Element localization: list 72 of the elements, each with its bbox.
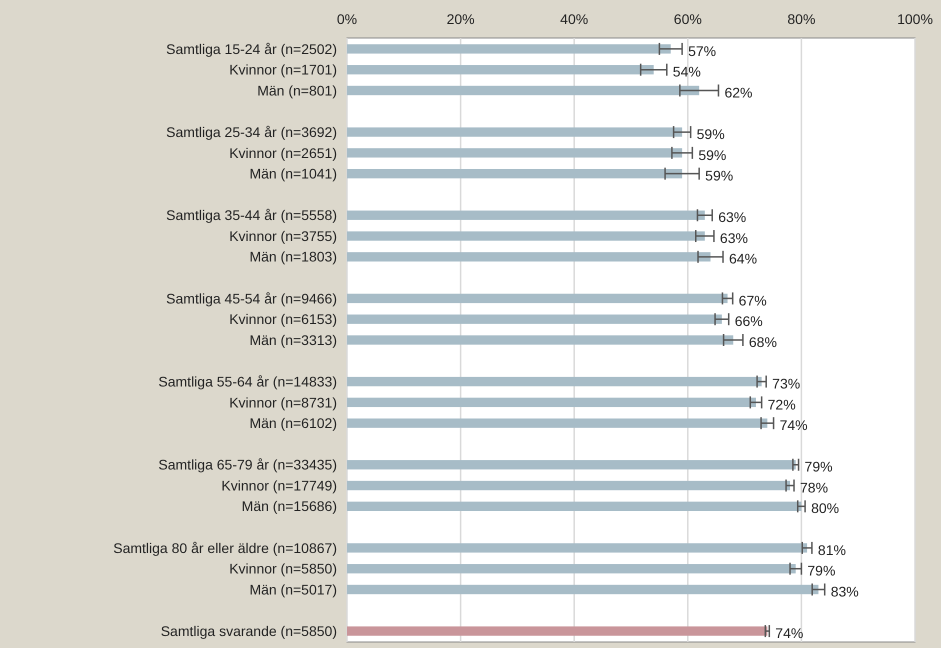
data-label: 74%	[775, 624, 804, 641]
y-tick-label: Kvinnor (n=17749)	[221, 477, 337, 494]
data-label: 63%	[720, 230, 748, 246]
y-tick-label: Kvinnor (n=8731)	[229, 394, 337, 410]
bar	[347, 44, 671, 54]
bar	[347, 65, 654, 74]
y-tick-label: Kvinnor (n=1701)	[229, 62, 337, 78]
data-label: 67%	[738, 292, 767, 308]
y-tick-label: Samtliga 80 år eller äldre (n=10867)	[113, 540, 337, 556]
data-label: 68%	[748, 334, 777, 350]
y-tick-label: Kvinnor (n=3755)	[229, 228, 337, 244]
bar	[347, 252, 711, 262]
x-tick-label: 20%	[446, 11, 475, 27]
bar	[347, 584, 818, 594]
y-tick-label: Kvinnor (n=5850)	[229, 560, 337, 577]
bar	[347, 86, 700, 96]
bar	[347, 543, 808, 553]
bar	[347, 210, 705, 220]
bar	[347, 127, 682, 137]
data-label: 83%	[830, 583, 859, 600]
data-label: 57%	[688, 42, 716, 59]
y-tick-label: Samtliga 45-54 år (n=9466)	[166, 290, 337, 306]
y-tick-label: Män (n=3313)	[249, 332, 337, 348]
y-tick-label: Samtliga 35-44 år (n=5558)	[166, 207, 337, 224]
y-tick-label: Samtliga 55-64 år (n=14833)	[158, 373, 337, 390]
y-tick-label: Samtliga 65-79 år (n=33435)	[158, 456, 337, 473]
data-label: 62%	[724, 84, 753, 100]
data-label: 54%	[672, 64, 701, 80]
bar	[347, 398, 756, 408]
bar	[347, 460, 796, 470]
data-label: 78%	[800, 479, 828, 496]
y-tick-label: Män (n=1041)	[249, 166, 337, 182]
bar	[347, 294, 728, 304]
data-label: 59%	[705, 168, 734, 184]
data-label: 74%	[780, 417, 808, 434]
y-tick-label: Män (n=6102)	[249, 415, 337, 432]
bar	[347, 502, 802, 512]
data-label: 73%	[772, 375, 800, 392]
data-label: 66%	[734, 313, 763, 330]
bar	[347, 626, 768, 636]
bar	[347, 418, 768, 428]
bar	[347, 564, 796, 574]
y-tick-label: Män (n=1803)	[249, 248, 337, 265]
data-label: 72%	[768, 396, 796, 412]
data-label: 59%	[696, 126, 725, 142]
bar	[347, 168, 682, 178]
y-tick-label: Män (n=801)	[257, 82, 337, 98]
bar	[347, 480, 790, 490]
x-tick-label: 40%	[560, 11, 588, 27]
x-tick-label: 100%	[897, 11, 933, 27]
data-label: 59%	[698, 146, 726, 163]
data-label: 63%	[718, 209, 746, 226]
data-label: 79%	[807, 562, 836, 579]
bar	[347, 231, 705, 241]
y-tick-label: Män (n=5017)	[249, 581, 337, 598]
y-tick-label: Kvinnor (n=6153)	[229, 311, 337, 328]
bar	[347, 335, 734, 345]
x-tick-label: 0%	[336, 11, 358, 27]
bar	[347, 314, 722, 324]
data-label: 64%	[729, 250, 758, 267]
y-tick-label: Män (n=15686)	[242, 498, 337, 514]
x-tick-label: 60%	[674, 11, 702, 27]
y-tick-label: Kvinnor (n=2651)	[229, 144, 337, 161]
data-label: 81%	[818, 542, 846, 558]
data-label: 80%	[811, 500, 840, 516]
bar	[347, 376, 762, 386]
y-tick-label: Samtliga 15-24 år (n=2502)	[166, 40, 337, 57]
y-tick-label: Samtliga 25-34 år (n=3692)	[166, 124, 337, 140]
bar	[347, 148, 682, 158]
y-tick-label: Samtliga svarande (n=5850)	[160, 622, 337, 639]
data-label: 79%	[804, 458, 833, 475]
x-tick-label: 80%	[787, 11, 816, 27]
